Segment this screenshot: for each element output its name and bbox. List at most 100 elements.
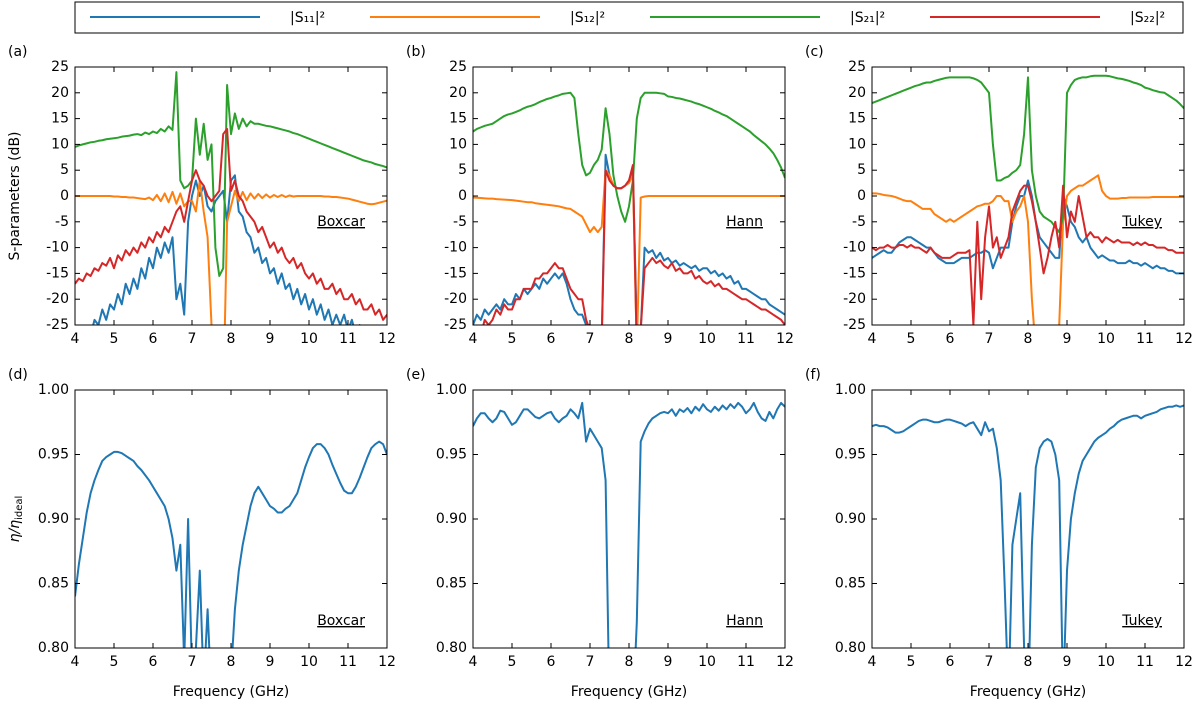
x-tick-label: 4 (469, 654, 478, 670)
y-tick-label: -20 (843, 291, 866, 307)
x-tick-label: 7 (188, 331, 197, 347)
x-tick-label: 12 (1175, 654, 1193, 670)
x-tick-label: 6 (547, 654, 556, 670)
x-tick-label: 10 (1097, 654, 1115, 670)
x-tick-label: 6 (149, 654, 158, 670)
y-tick-label: 5 (60, 162, 69, 178)
x-tick-label: 7 (586, 331, 595, 347)
window-annotation: Hann (726, 214, 763, 230)
x-tick-label: 8 (625, 331, 634, 347)
x-tick-label: 5 (508, 331, 517, 347)
data-line (872, 404, 1184, 648)
x-tick-label: 5 (508, 654, 517, 670)
x-tick-label: 9 (1063, 654, 1072, 670)
y-tick-label: 25 (51, 59, 69, 75)
y-tick-label: 25 (449, 59, 467, 75)
y-tick-label: 0.90 (436, 511, 467, 527)
legend-label: |S₂₁|² (850, 10, 885, 26)
y-tick-label: 0.95 (835, 447, 866, 463)
x-tick-label: 10 (300, 654, 318, 670)
plot-frame (472, 389, 786, 649)
y-tick-label: -15 (843, 265, 866, 281)
x-tick-label: 4 (868, 654, 877, 670)
x-tick-label: 9 (664, 331, 673, 347)
x-tick-label: 12 (1175, 331, 1193, 347)
data-line (482, 164, 785, 325)
data-line (872, 184, 1184, 325)
y-tick-label: -5 (852, 214, 866, 230)
legend-label: |S₂₂|² (1130, 10, 1165, 26)
x-tick-label: 9 (266, 654, 275, 670)
data-line (75, 179, 387, 325)
y-axis-label-main: η/η (7, 520, 23, 543)
y-tick-label: 1.00 (38, 382, 69, 398)
x-tick-label: 8 (227, 654, 236, 670)
y-tick-label: 20 (51, 85, 69, 101)
x-tick-label: 10 (698, 654, 716, 670)
y-tick-label: 15 (449, 111, 467, 127)
y-tick-label: 0.95 (436, 447, 467, 463)
x-tick-label: 7 (188, 654, 197, 670)
x-tick-label: 6 (149, 331, 158, 347)
y-tick-label: -10 (46, 240, 69, 256)
x-tick-label: 12 (776, 331, 794, 347)
y-tick-label: 1.00 (835, 382, 866, 398)
data-line (872, 74, 1184, 234)
x-tick-label: 11 (1136, 654, 1154, 670)
data-line (872, 179, 1184, 275)
x-tick-label: 5 (907, 654, 916, 670)
y-tick-label: 0.90 (835, 511, 866, 527)
y-tick-label: 0.95 (38, 447, 69, 463)
panel-label: (c) (805, 44, 824, 60)
panel-label: (b) (406, 44, 426, 60)
x-axis-label: Frequency (GHz) (173, 684, 289, 700)
data-line (75, 440, 387, 648)
y-tick-label: -15 (46, 265, 69, 281)
x-tick-label: 9 (664, 654, 673, 670)
y-tick-label: 10 (51, 136, 69, 152)
data-line (75, 127, 387, 321)
panel-label: (f) (805, 367, 821, 383)
y-tick-label: 0.85 (835, 576, 866, 592)
y-tick-label: 0.85 (38, 576, 69, 592)
x-tick-label: 12 (776, 654, 794, 670)
x-tick-label: 9 (266, 331, 275, 347)
x-tick-label: 8 (1024, 331, 1033, 347)
window-annotation: Tukey (1121, 214, 1162, 230)
x-tick-label: 4 (469, 331, 478, 347)
y-axis-label: η/ηideal (7, 496, 25, 543)
plot-frame (871, 66, 1185, 326)
y-tick-label: 20 (848, 85, 866, 101)
y-tick-label: 0 (857, 188, 866, 204)
plot-frame (74, 389, 388, 649)
plot-frame (74, 66, 388, 326)
y-tick-label: -5 (453, 214, 467, 230)
y-tick-label: 0.80 (436, 640, 467, 656)
y-tick-label: 0 (60, 188, 69, 204)
y-tick-label: -25 (843, 317, 866, 333)
y-tick-label: -25 (46, 317, 69, 333)
x-axis-label: Frequency (GHz) (571, 684, 687, 700)
x-tick-label: 6 (946, 331, 955, 347)
window-annotation: Boxcar (317, 613, 365, 629)
y-tick-label: -5 (55, 214, 69, 230)
x-tick-label: 5 (907, 331, 916, 347)
x-tick-label: 11 (737, 331, 755, 347)
y-tick-label: 15 (848, 111, 866, 127)
data-line (473, 91, 785, 223)
x-tick-label: 5 (110, 654, 119, 670)
y-tick-label: -20 (444, 291, 467, 307)
plot-frame (871, 389, 1185, 649)
window-annotation: Hann (726, 613, 763, 629)
x-tick-label: 6 (547, 331, 556, 347)
x-tick-label: 11 (339, 654, 357, 670)
x-tick-label: 7 (586, 654, 595, 670)
x-tick-label: 11 (737, 654, 755, 670)
y-tick-label: 20 (449, 85, 467, 101)
legend-box (74, 1, 1184, 34)
x-tick-label: 7 (985, 654, 994, 670)
y-tick-label: 0.80 (835, 640, 866, 656)
x-tick-label: 8 (1024, 654, 1033, 670)
x-tick-label: 8 (227, 331, 236, 347)
